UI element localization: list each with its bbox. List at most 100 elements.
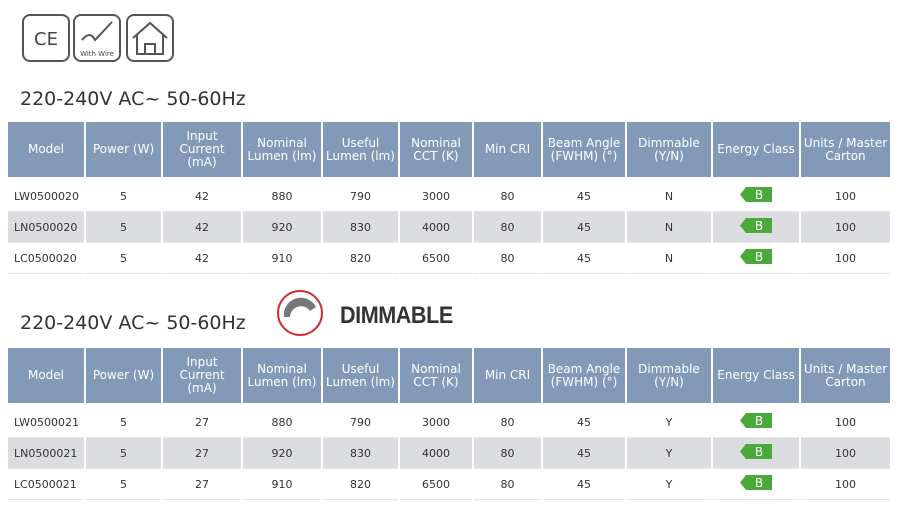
data-row: LC0500020 5 42 910 820 6500 80 45 N B 100 (8, 243, 890, 274)
value-cell: 45 (543, 243, 625, 274)
value-cell: 100 (801, 438, 890, 469)
value-cell: 6500 (400, 469, 472, 500)
header-cell: Dimmable (Y/N) (627, 348, 711, 407)
header-cell: Dimmable (Y/N) (627, 122, 711, 181)
value-cell: 80 (474, 438, 541, 469)
value-cell: 80 (474, 243, 541, 274)
value-cell: 45 (543, 407, 625, 438)
energy-label: B (755, 219, 763, 233)
model-cell: LW0500021 (8, 407, 84, 438)
energy-badge: B (740, 413, 772, 428)
value-cell: 100 (801, 181, 890, 212)
value-cell: 5 (86, 181, 161, 212)
header-row: Model Power (W) Input Current (mA) Nominal … (8, 348, 890, 407)
header-cell: Useful Lumen (lm) (323, 348, 398, 407)
value-cell: N (627, 212, 711, 243)
energy-label: B (755, 476, 763, 490)
data-row: LW0500021 5 27 880 790 3000 80 45 Y B 100 (8, 407, 890, 438)
value-cell: 45 (543, 181, 625, 212)
value-cell: 6500 (400, 243, 472, 274)
wire-label: With Wire (80, 50, 114, 58)
value-cell: 790 (323, 181, 398, 212)
header-cell: Energy Class (713, 122, 799, 181)
value-cell: 790 (323, 407, 398, 438)
dimmable-icon (277, 290, 323, 336)
value-cell: 880 (243, 181, 321, 212)
value-cell: 3000 (400, 181, 472, 212)
value-cell: 100 (801, 243, 890, 274)
section-title: 220-240V AC~ 50-60Hz (20, 312, 246, 334)
header-cell: Input Current (mA) (163, 122, 241, 181)
energy-badge: B (740, 444, 772, 459)
header-cell: Input Current (mA) (163, 348, 241, 407)
data-row: LN0500020 5 42 920 830 4000 80 45 N B 100 (8, 212, 890, 243)
value-cell: 100 (801, 407, 890, 438)
energy-cell: B (713, 181, 799, 212)
header-cell: Min CRI (474, 348, 541, 407)
data-row: LW0500020 5 42 880 790 3000 80 45 N B 100 (8, 181, 890, 212)
value-cell: 80 (474, 181, 541, 212)
value-cell: 42 (163, 243, 241, 274)
value-cell: 100 (801, 469, 890, 500)
energy-label: B (755, 414, 763, 428)
value-cell: 920 (243, 438, 321, 469)
value-cell: 910 (243, 469, 321, 500)
value-cell: 820 (323, 469, 398, 500)
value-cell: 100 (801, 212, 890, 243)
value-cell: 4000 (400, 212, 472, 243)
value-cell: 45 (543, 212, 625, 243)
data-row: LN0500021 5 27 920 830 4000 80 45 Y B 100 (8, 438, 890, 469)
section-title: 220-240V AC~ 50-60Hz (20, 88, 246, 110)
header-cell: Nominal Lumen (lm) (243, 348, 321, 407)
energy-cell: B (713, 212, 799, 243)
energy-badge: B (740, 218, 772, 233)
value-cell: 3000 (400, 407, 472, 438)
value-cell: 5 (86, 243, 161, 274)
value-cell: 42 (163, 181, 241, 212)
value-cell: 27 (163, 469, 241, 500)
energy-label: B (755, 188, 763, 202)
header-row: Model Power (W) Input Current (mA) Nominal … (8, 122, 890, 181)
value-cell: 830 (323, 438, 398, 469)
value-cell: 910 (243, 243, 321, 274)
value-cell: 820 (323, 243, 398, 274)
model-cell: LN0500021 (8, 438, 84, 469)
energy-label: B (755, 445, 763, 459)
header-cell: Model (8, 122, 84, 181)
energy-badge: B (740, 187, 772, 202)
value-cell: 4000 (400, 438, 472, 469)
value-cell: 830 (323, 212, 398, 243)
header-cell: Energy Class (713, 348, 799, 407)
ce-mark: CE (34, 29, 58, 50)
header-cell: Units / Master Carton (801, 122, 890, 181)
value-cell: 80 (474, 407, 541, 438)
value-cell: 80 (474, 212, 541, 243)
value-cell: 920 (243, 212, 321, 243)
header-cell: Useful Lumen (lm) (323, 122, 398, 181)
energy-cell: B (713, 407, 799, 438)
energy-cell: B (713, 243, 799, 274)
value-cell: Y (627, 407, 711, 438)
value-cell: 80 (474, 469, 541, 500)
header-cell: Model (8, 348, 84, 407)
value-cell: 27 (163, 438, 241, 469)
model-cell: LW0500020 (8, 181, 84, 212)
header-cell: Units / Master Carton (801, 348, 890, 407)
value-cell: Y (627, 438, 711, 469)
value-cell: Y (627, 469, 711, 500)
value-cell: 5 (86, 469, 161, 500)
header-cell: Beam Angle (FWHM) (°) (543, 348, 625, 407)
energy-cell: B (713, 469, 799, 500)
model-cell: LC0500020 (8, 243, 84, 274)
header-cell: Power (W) (86, 122, 161, 181)
value-cell: N (627, 243, 711, 274)
model-cell: LC0500021 (8, 469, 84, 500)
value-cell: 45 (543, 438, 625, 469)
header-cell: Nominal CCT (K) (400, 122, 472, 181)
header-cell: Power (W) (86, 348, 161, 407)
value-cell: 5 (86, 438, 161, 469)
value-cell: 45 (543, 469, 625, 500)
spec-table: Model Power (W) Input Current (mA) Nominal … (6, 122, 892, 274)
energy-label: B (755, 250, 763, 264)
